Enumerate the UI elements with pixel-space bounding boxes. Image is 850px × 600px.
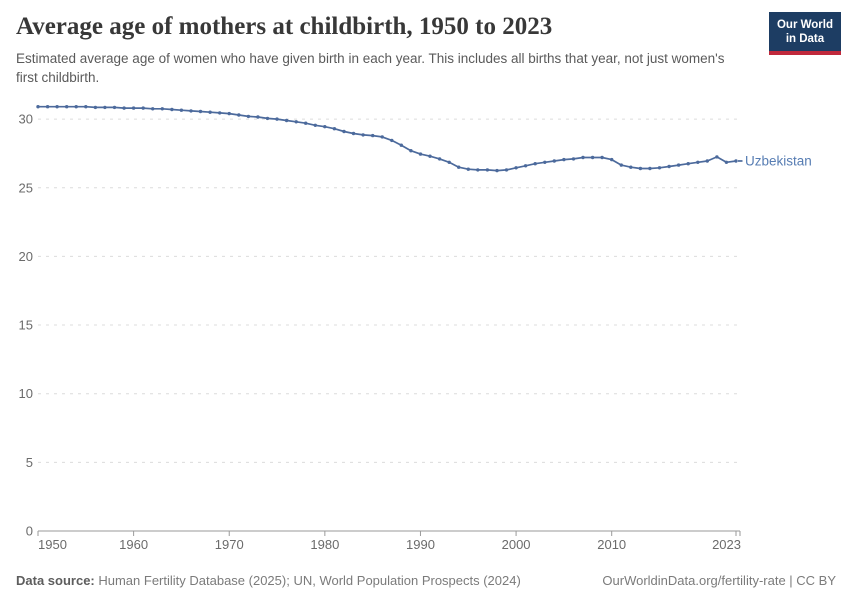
svg-text:1970: 1970 — [215, 537, 244, 552]
svg-text:30: 30 — [19, 112, 33, 127]
gridlines — [38, 118, 740, 463]
svg-text:20: 20 — [19, 249, 33, 264]
owid-logo-line2: in Data — [785, 33, 825, 46]
chart-title: Average age of mothers at childbirth, 19… — [16, 13, 553, 40]
svg-text:5: 5 — [26, 455, 33, 470]
data-source: Data source: Human Fertility Database (2… — [16, 573, 521, 588]
chart-subtitle: Estimated average age of women who have … — [16, 50, 725, 86]
svg-text:15: 15 — [19, 318, 33, 333]
svg-text:1990: 1990 — [406, 537, 435, 552]
svg-text:1980: 1980 — [310, 537, 339, 552]
x-axis: 1950 1960 1970 1980 1990 2000 2010 2023 — [37, 530, 741, 552]
line-chart[interactable]: 0 5 10 15 20 25 30 1950 1960 1970 1980 1990 2000 201… — [0, 92, 850, 554]
svg-text:25: 25 — [19, 180, 33, 195]
entity-label[interactable]: Uzbekistan — [745, 153, 812, 168]
svg-text:10: 10 — [19, 386, 33, 401]
data-source-text: Human Fertility Database (2025); UN, Wor… — [94, 573, 521, 588]
svg-text:2010: 2010 — [597, 537, 626, 552]
owid-logo-line1: Our World — [776, 19, 833, 31]
svg-text:0: 0 — [26, 524, 33, 539]
chart-header: Average age of mothers at childbirth, 19… — [0, 0, 850, 88]
svg-text:2000: 2000 — [502, 537, 531, 552]
svg-text:2023: 2023 — [712, 537, 741, 552]
svg-text:1960: 1960 — [119, 537, 148, 552]
data-points — [36, 105, 743, 173]
y-axis-labels: 0 5 10 15 20 25 30 — [19, 112, 33, 539]
footer-license-link[interactable]: OurWorldinData.org/fertility-rate | CC B… — [602, 573, 836, 588]
data-source-label: Data source: — [16, 573, 95, 588]
chart-footer: Data source: Human Fertility Database (2… — [16, 573, 836, 588]
owid-logo[interactable]: Our World in Data — [768, 12, 841, 55]
data-line — [37, 105, 737, 172]
svg-text:1950: 1950 — [38, 537, 67, 552]
